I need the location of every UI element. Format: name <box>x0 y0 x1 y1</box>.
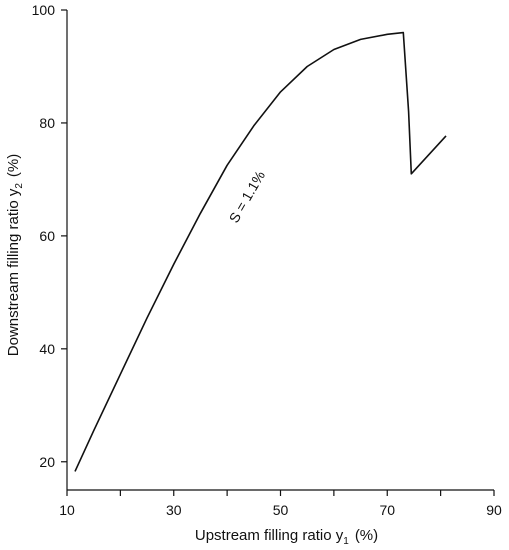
series-line-0 <box>74 31 447 472</box>
x-tick-label: 10 <box>59 502 75 518</box>
series-layer <box>74 31 447 472</box>
x-tick-label: 50 <box>273 502 289 518</box>
y-tick-label: 80 <box>39 115 55 131</box>
x-tick-label: 70 <box>379 502 395 518</box>
axes <box>66 10 494 491</box>
x-axis-label-sub: 1 <box>343 536 349 547</box>
y-tick-label: 20 <box>39 454 55 470</box>
x-tick-label: 90 <box>486 502 502 518</box>
y-axis-label-unit: (%) <box>5 154 22 177</box>
y-tick-label: 60 <box>39 228 55 244</box>
curve-annotation: S = 1.1% <box>226 168 268 226</box>
labels: S = 1.1%Upstream filling ratio y1 (%)Down… <box>5 154 378 547</box>
y-axis-label: Downstream filling ratio y2 (%) <box>5 154 25 356</box>
y-tick-label: 40 <box>39 341 55 357</box>
y-axis-label-main: Downstream filling ratio y <box>5 188 22 356</box>
x-axis-label-unit: (%) <box>355 527 378 544</box>
y-axis-label-sub: 2 <box>14 183 25 189</box>
ticks: 10 30 50 70 90 20 40 60 80 100 <box>32 2 502 518</box>
y-tick-label: 100 <box>32 2 56 18</box>
x-axis-label: Upstream filling ratio y1 (%) <box>195 527 378 547</box>
x-axis-label-main: Upstream filling ratio y <box>195 527 344 544</box>
x-tick-label: 30 <box>166 502 182 518</box>
